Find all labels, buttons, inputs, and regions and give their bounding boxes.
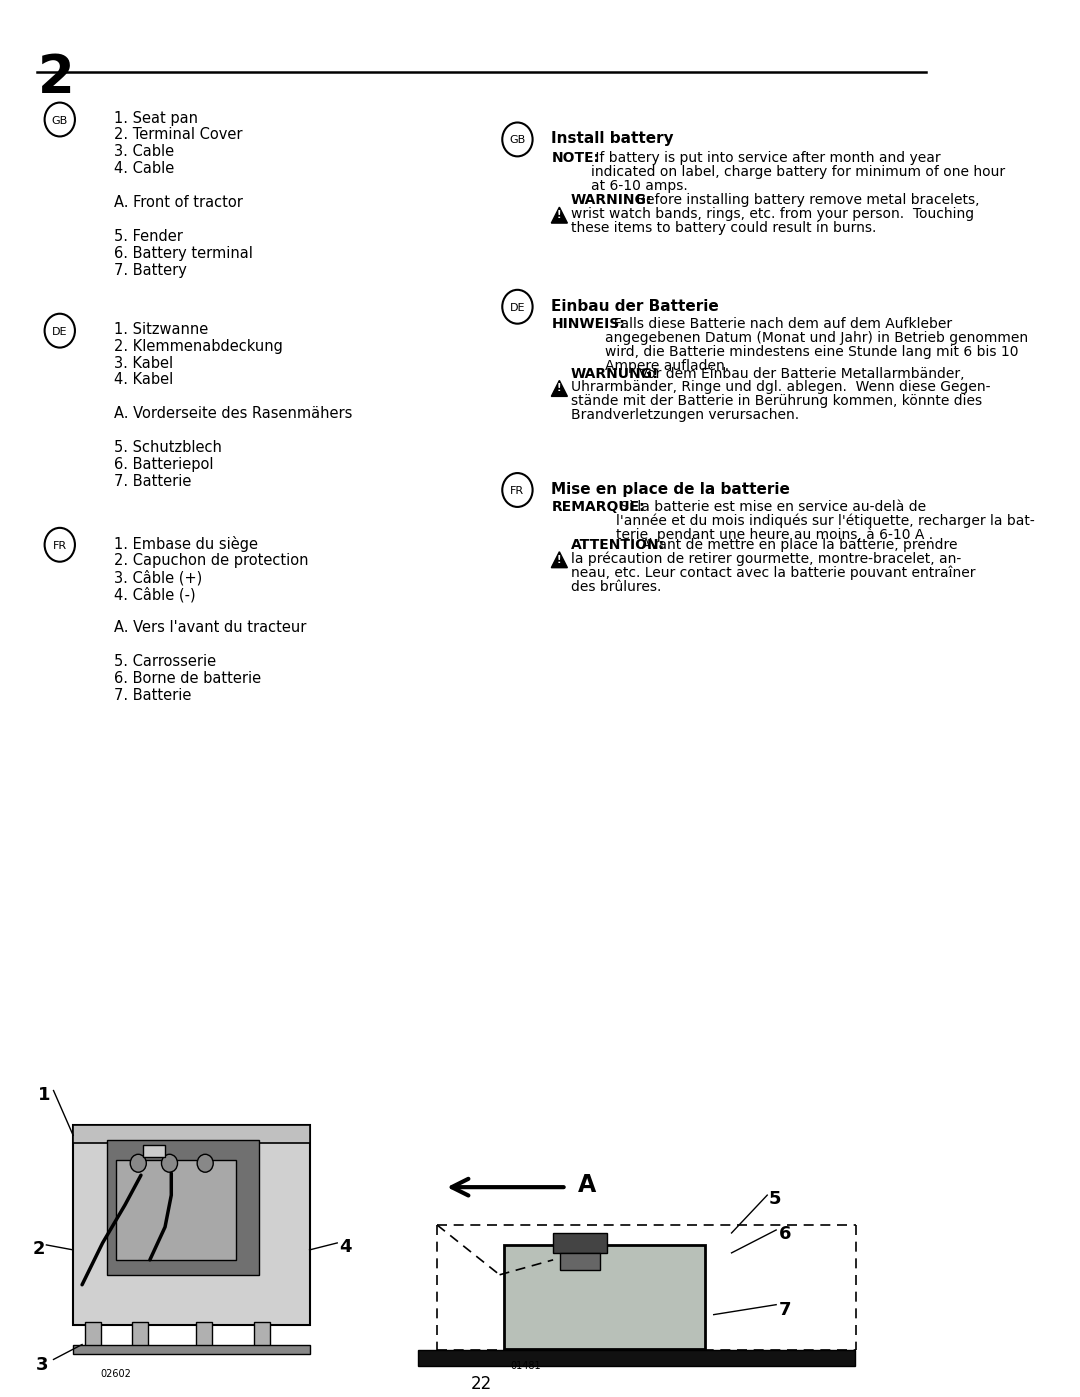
Bar xyxy=(116,1161,237,1260)
Text: 7. Batterie: 7. Batterie xyxy=(114,689,191,703)
Text: 3: 3 xyxy=(36,1356,49,1375)
Text: 2. Terminal Cover: 2. Terminal Cover xyxy=(114,127,243,142)
Text: Ampere aufladen.: Ampere aufladen. xyxy=(605,359,729,373)
Text: 2: 2 xyxy=(38,52,75,103)
Circle shape xyxy=(198,1154,213,1172)
Polygon shape xyxy=(551,380,567,397)
Text: 5: 5 xyxy=(769,1190,782,1208)
Text: Mise en place de la batterie: Mise en place de la batterie xyxy=(551,482,791,497)
Text: 2: 2 xyxy=(33,1241,45,1257)
Text: 1. Embase du siège: 1. Embase du siège xyxy=(114,536,258,552)
Text: 2. Capuchon de protection: 2. Capuchon de protection xyxy=(114,553,309,567)
Text: FR: FR xyxy=(53,541,67,550)
Text: 22: 22 xyxy=(471,1376,492,1393)
Text: 4: 4 xyxy=(339,1238,351,1256)
Text: 4. Câble (-): 4. Câble (-) xyxy=(114,587,195,602)
Text: 6. Borne de batterie: 6. Borne de batterie xyxy=(114,672,261,686)
Text: If battery is put into service after month and year: If battery is put into service after mon… xyxy=(591,151,941,165)
Bar xyxy=(143,1146,165,1157)
Circle shape xyxy=(162,1154,177,1172)
Bar xyxy=(197,1322,213,1350)
Text: 01481: 01481 xyxy=(510,1362,541,1372)
Bar xyxy=(107,1140,259,1275)
Text: at 6-10 amps.: at 6-10 amps. xyxy=(591,179,687,193)
Text: HINWEIS:: HINWEIS: xyxy=(551,317,625,331)
Text: A. Front of tractor: A. Front of tractor xyxy=(114,196,243,210)
Bar xyxy=(254,1322,270,1350)
Text: 5. Fender: 5. Fender xyxy=(114,229,184,244)
Text: 7. Batterie: 7. Batterie xyxy=(114,474,191,489)
Text: des brûlures.: des brûlures. xyxy=(571,580,661,594)
Text: stände mit der Batterie in Berührung kommen, könnte dies: stände mit der Batterie in Berührung kom… xyxy=(571,394,982,408)
Text: 5. Schutzblech: 5. Schutzblech xyxy=(114,440,222,455)
Text: wird, die Batterie mindestens eine Stunde lang mit 6 bis 10: wird, die Batterie mindestens eine Stund… xyxy=(605,345,1018,359)
Text: 6: 6 xyxy=(779,1225,792,1243)
Text: 3. Kabel: 3. Kabel xyxy=(114,356,173,370)
Text: !: ! xyxy=(557,555,562,564)
Text: 4. Cable: 4. Cable xyxy=(114,161,175,176)
Bar xyxy=(553,1234,607,1253)
Text: 02602: 02602 xyxy=(100,1369,131,1379)
Bar xyxy=(418,1351,854,1366)
Text: WARNING:: WARNING: xyxy=(571,193,652,207)
Text: terie, pendant une heure au moins, à 6-10 A .: terie, pendant une heure au moins, à 6-1… xyxy=(616,528,933,542)
Text: 6. Batteriepol: 6. Batteriepol xyxy=(114,457,214,472)
Text: 1: 1 xyxy=(39,1085,51,1104)
Text: Si la batterie est mise en service au-delà de: Si la batterie est mise en service au-de… xyxy=(616,500,926,514)
Polygon shape xyxy=(551,552,567,567)
Bar xyxy=(561,1253,599,1270)
Polygon shape xyxy=(73,1126,310,1143)
Text: neau, etc. Leur contact avec la batterie pouvant entraîner: neau, etc. Leur contact avec la batterie… xyxy=(571,566,975,580)
Text: 7. Battery: 7. Battery xyxy=(114,263,187,278)
Text: these items to battery could result in burns.: these items to battery could result in b… xyxy=(571,221,876,235)
Text: A. Vers l'avant du tracteur: A. Vers l'avant du tracteur xyxy=(114,620,307,636)
Bar xyxy=(73,1126,310,1324)
Text: Vor dem Einbau der Batterie Metallarmbänder,: Vor dem Einbau der Batterie Metallarmbän… xyxy=(630,366,964,380)
Text: wrist watch bands, rings, etc. from your person.  Touching: wrist watch bands, rings, etc. from your… xyxy=(571,207,974,221)
Text: 1. Sitzwanne: 1. Sitzwanne xyxy=(114,321,208,337)
Text: GB: GB xyxy=(52,116,68,126)
Text: la précaution de retirer gourmette, montre-bracelet, an-: la précaution de retirer gourmette, mont… xyxy=(571,552,961,566)
Text: indicated on label, charge battery for minimum of one hour: indicated on label, charge battery for m… xyxy=(591,165,1004,179)
Bar xyxy=(73,1344,310,1355)
Text: ATTENTION:: ATTENTION: xyxy=(571,538,665,552)
Text: !: ! xyxy=(557,383,562,394)
Text: 4. Kabel: 4. Kabel xyxy=(114,373,174,387)
Text: 2. Klemmenabdeckung: 2. Klemmenabdeckung xyxy=(114,338,283,353)
Text: Brandverletzungen verursachen.: Brandverletzungen verursachen. xyxy=(571,408,799,422)
Text: Before installing battery remove metal bracelets,: Before installing battery remove metal b… xyxy=(632,193,980,207)
Text: Falls diese Batterie nach dem auf dem Aufkleber: Falls diese Batterie nach dem auf dem Au… xyxy=(605,317,951,331)
Text: 5. Carrosserie: 5. Carrosserie xyxy=(114,654,216,669)
Text: NOTE:: NOTE: xyxy=(551,151,599,165)
Text: angegebenen Datum (Monat und Jahr) in Betrieb genommen: angegebenen Datum (Monat und Jahr) in Be… xyxy=(605,331,1028,345)
Text: REMARQUE:: REMARQUE: xyxy=(551,500,645,514)
Text: A: A xyxy=(578,1173,596,1197)
Text: A. Vorderseite des Rasenmähers: A. Vorderseite des Rasenmähers xyxy=(114,407,352,422)
Polygon shape xyxy=(551,207,567,224)
Circle shape xyxy=(131,1154,146,1172)
Text: Avant de mettre en place la batterie, prendre: Avant de mettre en place la batterie, pr… xyxy=(637,538,958,552)
Text: 3. Cable: 3. Cable xyxy=(114,144,174,159)
Text: 3. Câble (+): 3. Câble (+) xyxy=(114,570,202,585)
Text: DE: DE xyxy=(510,303,525,313)
Text: Uhrarmbänder, Ringe und dgl. ablegen.  Wenn diese Gegen-: Uhrarmbänder, Ringe und dgl. ablegen. We… xyxy=(571,380,990,394)
Bar xyxy=(504,1245,705,1350)
Text: DE: DE xyxy=(52,327,68,337)
Text: Install battery: Install battery xyxy=(551,131,674,147)
Text: WARNUNG!: WARNUNG! xyxy=(571,366,660,380)
Bar xyxy=(132,1322,148,1350)
Text: 6. Battery terminal: 6. Battery terminal xyxy=(114,246,253,261)
Text: Einbau der Batterie: Einbau der Batterie xyxy=(551,299,719,314)
Text: GB: GB xyxy=(510,136,526,145)
Text: FR: FR xyxy=(511,486,525,496)
Text: 1. Seat pan: 1. Seat pan xyxy=(114,110,199,126)
Bar xyxy=(84,1322,100,1350)
Text: 7: 7 xyxy=(779,1301,792,1319)
Text: l'année et du mois indiqués sur l'étiquette, recharger la bat-: l'année et du mois indiqués sur l'étique… xyxy=(616,514,1035,528)
Text: !: ! xyxy=(557,210,562,221)
